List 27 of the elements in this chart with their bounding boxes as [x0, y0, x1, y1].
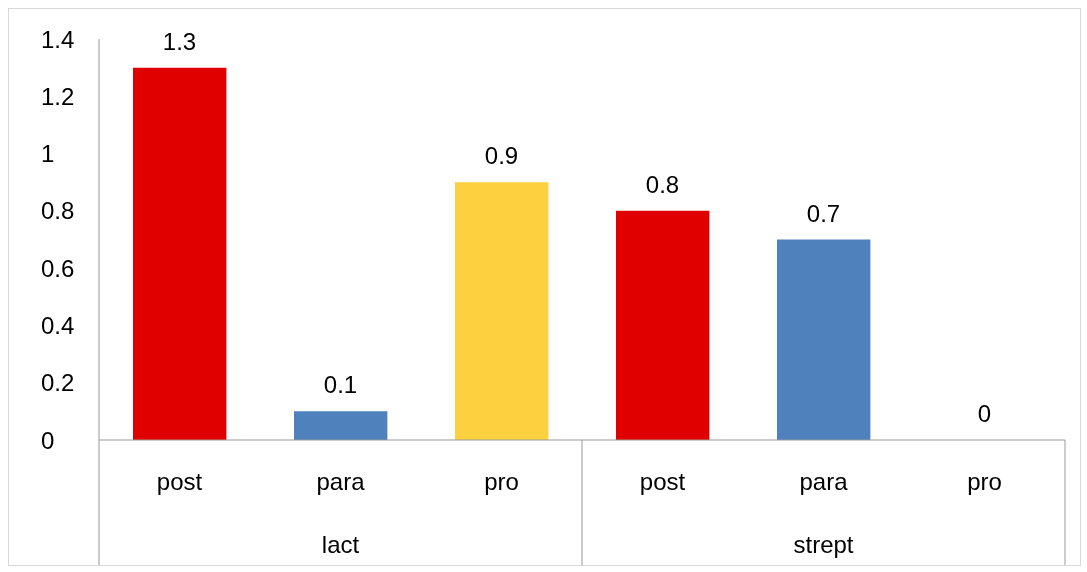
data-label: 0: [977, 400, 992, 427]
bar: [133, 67, 227, 440]
y-tick-label: 0.2: [41, 369, 75, 397]
bar: [777, 239, 871, 440]
text: lact: [321, 531, 360, 558]
bar: [294, 411, 388, 440]
data-label: 1.3: [162, 27, 197, 55]
text: strept: [793, 531, 854, 558]
x-tick-label: para: [316, 468, 366, 495]
x-tick-label: post: [156, 468, 203, 495]
x-tick-label: pro: [967, 468, 1002, 495]
data-label: 0.9: [484, 142, 519, 170]
bar: [455, 182, 549, 440]
y-tick-label: 0.6: [41, 254, 75, 282]
y-tick-label: 0: [41, 426, 55, 454]
x-tick-label: pro: [484, 468, 519, 495]
data-label: 0.7: [806, 199, 841, 227]
y-tick-label: 0.4: [41, 311, 75, 339]
y-tick-label: 0.8: [41, 197, 75, 225]
x-tick-label: para: [799, 468, 849, 495]
y-tick-label: 1.4: [41, 25, 75, 53]
x-tick-label: post: [639, 468, 686, 495]
y-tick-label: 1: [41, 140, 55, 168]
data-label: 0.8: [645, 170, 680, 198]
bar: [616, 210, 710, 440]
y-tick-label: 1.2: [41, 82, 75, 110]
data-label: 0.1: [323, 371, 358, 399]
